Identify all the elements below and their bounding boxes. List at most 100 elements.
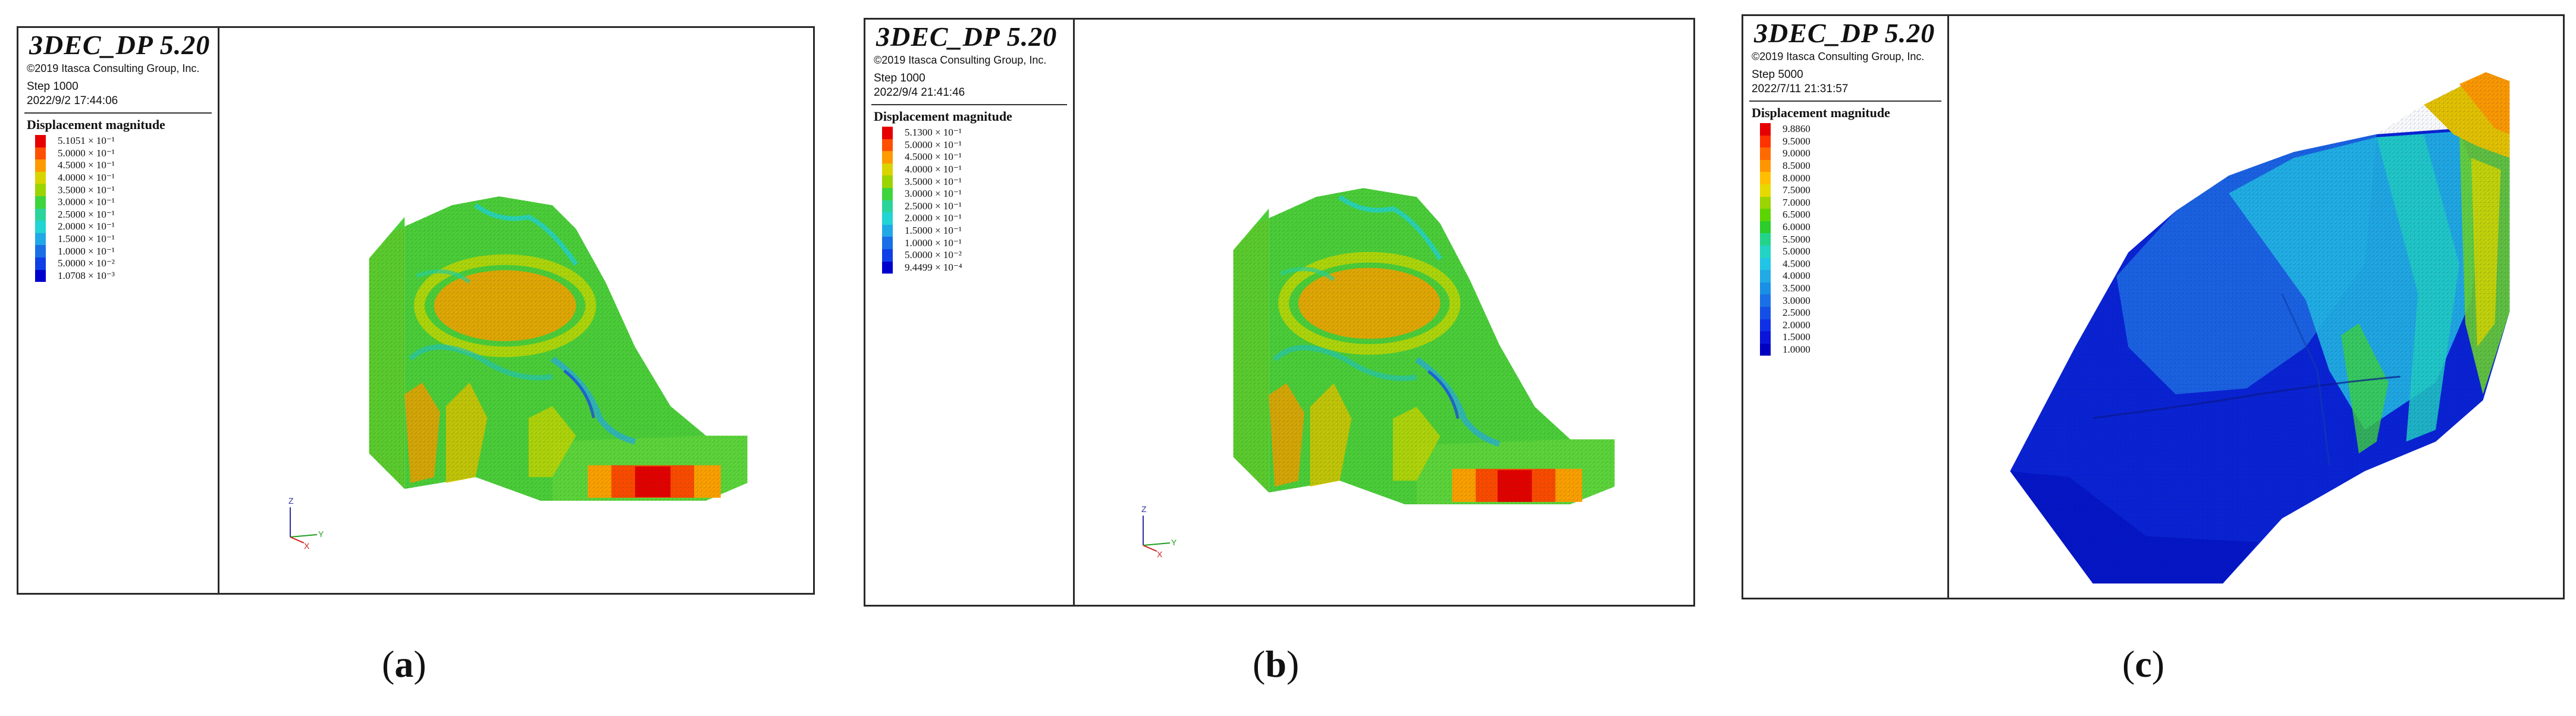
divider: [871, 104, 1067, 105]
legend-value: 8.0000: [1783, 172, 1811, 184]
legend-value: 5.1300 × 10⁻¹: [905, 127, 962, 139]
legend-swatch: [35, 257, 46, 270]
z-axis-label: Z: [1141, 504, 1147, 514]
legend-row: 7.0000: [1760, 196, 1811, 209]
legend-row: 9.8860: [1760, 123, 1811, 136]
legend-row: 1.0000 × 10⁻¹: [882, 237, 962, 249]
legend-value: 1.0708 × 10⁻³: [58, 269, 115, 281]
legend-value: 4.5000 × 10⁻¹: [58, 159, 115, 171]
legend-value: 1.0000: [1783, 343, 1811, 355]
legend-row: 5.5000: [1760, 233, 1811, 246]
legend-value: 9.0000: [1783, 147, 1811, 159]
legend-row: 2.5000: [1760, 306, 1811, 319]
legend-title: Displacement magnitude: [874, 109, 1012, 124]
legend-row: 8.0000: [1760, 172, 1811, 184]
divider: [24, 112, 212, 114]
mesh-overlay: [1233, 188, 1615, 505]
legend-row: 4.5000 × 10⁻¹: [35, 159, 115, 172]
color-scale: 5.1051 × 10⁻¹ 5.0000 × 10⁻¹ 4.5000 × 10⁻…: [35, 135, 115, 282]
legend-value: 4.0000: [1783, 270, 1811, 282]
legend-swatch: [35, 184, 46, 196]
legend-value: 1.0000 × 10⁻¹: [58, 245, 115, 257]
software-title: 3DEC_DP 5.20: [29, 30, 211, 60]
slope-model-render: [2010, 72, 2510, 584]
step-label: Step 1000: [874, 72, 925, 84]
legend-swatch: [1760, 282, 1771, 295]
legend-value: 1.5000: [1783, 331, 1811, 343]
legend-swatch: [882, 139, 893, 152]
x-axis: [290, 536, 305, 544]
panel-b: 3DEC_DP 5.20 ©2019 Itasca Consulting Gro…: [864, 18, 1695, 607]
color-scale: 5.1300 × 10⁻¹ 5.0000 × 10⁻¹ 4.5000 × 10⁻…: [882, 127, 962, 274]
legend-swatch: [35, 269, 46, 282]
y-axis-label: Y: [1171, 538, 1177, 547]
x-axis: [1143, 545, 1157, 552]
legend-value: 2.5000 × 10⁻¹: [58, 208, 115, 220]
legend-value: 9.4499 × 10⁻⁴: [905, 261, 962, 273]
legend-row: 2.0000 × 10⁻¹: [35, 221, 115, 233]
legend-row: 5.0000 × 10⁻¹: [35, 147, 115, 160]
legend-row: 1.0708 × 10⁻³: [35, 269, 115, 282]
legend-row: 3.0000: [1760, 294, 1811, 307]
legend-swatch: [1760, 257, 1771, 271]
legend-value: 4.5000 × 10⁻¹: [905, 151, 962, 163]
legend-swatch: [1760, 135, 1771, 148]
panel-a: 3DEC_DP 5.20 ©2019 Itasca Consulting Gro…: [17, 26, 815, 595]
legend-value: 6.5000: [1783, 209, 1811, 221]
legend-value: 5.0000 × 10⁻²: [58, 257, 115, 269]
legend-swatch: [35, 245, 46, 257]
legend-value: 7.0000: [1783, 196, 1811, 208]
legend-swatch: [1760, 245, 1771, 258]
legend-row: 5.0000 × 10⁻¹: [882, 139, 962, 152]
legend-value: 3.5000: [1783, 282, 1811, 294]
axis-triad: Z Y X: [1141, 504, 1177, 557]
legend-row: 4.0000: [1760, 270, 1811, 282]
legend-swatch: [1760, 147, 1771, 160]
legend-row: 2.0000 × 10⁻¹: [882, 212, 962, 225]
copyright-text: ©2019 Itasca Consulting Group, Inc.: [874, 54, 1047, 66]
legend-row: 6.5000: [1760, 209, 1811, 221]
caption-a: (a): [382, 643, 426, 685]
legend-value: 2.0000: [1783, 319, 1811, 331]
legend-swatch: [882, 249, 893, 262]
x-axis-label: X: [1157, 549, 1163, 557]
legend-value: 5.0000 × 10⁻²: [905, 249, 962, 261]
legend-row: 9.5000: [1760, 135, 1811, 148]
mesh-overlay: [2010, 72, 2510, 584]
legend-row: 2.0000: [1760, 319, 1811, 332]
legend-value: 8.5000: [1783, 160, 1811, 172]
legend-swatch: [882, 187, 893, 200]
legend-value: 3.5000 × 10⁻¹: [905, 175, 962, 187]
legend-value: 2.0000 × 10⁻¹: [58, 221, 115, 233]
legend-swatch: [35, 171, 46, 184]
legend-swatch: [1760, 343, 1771, 356]
legend-swatch: [882, 163, 893, 176]
legend-swatch: [1760, 184, 1771, 197]
legend-value: 2.0000 × 10⁻¹: [905, 212, 962, 224]
legend-row: 5.0000: [1760, 245, 1811, 258]
color-scale: 9.8860 9.5000 9.0000 8.5000 8.0000 7.500…: [1760, 123, 1811, 356]
legend-row: 3.5000: [1760, 282, 1811, 295]
legend-value: 1.5000 × 10⁻¹: [58, 233, 115, 245]
legend-swatch: [1760, 209, 1771, 221]
legend-row: 2.5000 × 10⁻¹: [35, 208, 115, 221]
legend-value: 5.0000 × 10⁻¹: [58, 147, 115, 159]
legend-swatch: [1760, 306, 1771, 319]
legend-value: 2.5000 × 10⁻¹: [905, 200, 962, 212]
caption-letter: b: [1265, 643, 1287, 685]
legend-row: 3.5000 × 10⁻¹: [882, 175, 962, 188]
software-title: 3DEC_DP 5.20: [1754, 18, 1935, 48]
legend-swatch: [35, 208, 46, 221]
legend-row: 5.0000 × 10⁻²: [882, 249, 962, 262]
legend-row: 4.0000 × 10⁻¹: [35, 171, 115, 184]
legend-row: 3.0000 × 10⁻¹: [882, 187, 962, 200]
legend-value: 5.5000: [1783, 233, 1811, 245]
legend-row: 1.5000 × 10⁻¹: [35, 233, 115, 246]
legend-swatch: [1760, 319, 1771, 332]
legend-row: 1.0000: [1760, 343, 1811, 356]
legend-row: 4.5000 × 10⁻¹: [882, 151, 962, 164]
legend-swatch: [35, 159, 46, 172]
slope-model-render: [369, 196, 748, 501]
legend-value: 2.5000: [1783, 307, 1811, 319]
legend-swatch: [882, 127, 893, 139]
